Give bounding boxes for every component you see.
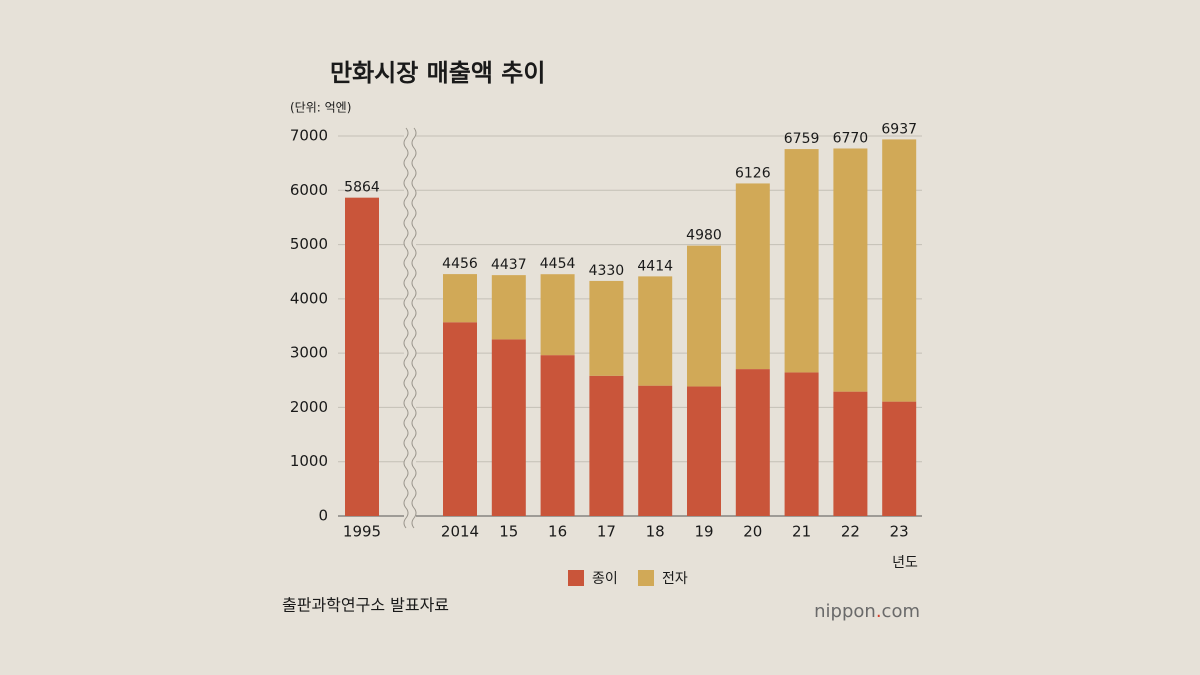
total-label: 6759 — [784, 131, 820, 147]
total-label: 4456 — [442, 256, 478, 272]
total-label: 6126 — [735, 165, 771, 181]
x-tick-label: 22 — [841, 523, 860, 541]
total-label: 4414 — [637, 258, 673, 274]
total-label: 5864 — [344, 180, 380, 196]
legend-swatch — [568, 570, 584, 586]
x-tick-label: 23 — [890, 523, 909, 541]
bar-segment — [638, 276, 673, 386]
axis-break — [411, 127, 417, 529]
y-tick-label: 6000 — [290, 181, 328, 199]
y-tick-label: 1000 — [290, 452, 328, 470]
y-tick-label: 3000 — [290, 344, 328, 362]
x-tick-label: 19 — [694, 523, 713, 541]
total-label: 6937 — [881, 121, 917, 137]
bar-segment — [735, 369, 770, 516]
x-tick-label: 16 — [548, 523, 567, 541]
bar-segment — [491, 339, 526, 516]
bar-segment — [784, 372, 819, 516]
logo: nippon.com — [814, 601, 920, 622]
bar-segment — [589, 280, 624, 376]
x-tick-label: 18 — [646, 523, 665, 541]
legend-label: 전자 — [662, 571, 688, 587]
y-tick-label: 2000 — [290, 398, 328, 416]
x-tick-label: 17 — [597, 523, 616, 541]
legend-swatch — [638, 570, 654, 586]
bar-segment — [638, 385, 673, 516]
y-tick-label: 4000 — [290, 289, 328, 307]
bar-segment — [735, 183, 770, 370]
total-label: 4330 — [589, 263, 625, 279]
x-tick-label: 2014 — [441, 523, 479, 541]
x-axis-label: 년도 — [892, 555, 918, 571]
bar-segment — [540, 274, 575, 356]
y-tick-label: 5000 — [290, 235, 328, 253]
total-label: 6770 — [833, 130, 869, 146]
bar-segment — [345, 197, 379, 516]
unit-label: (단위: 억엔) — [290, 101, 351, 115]
x-tick-label: 21 — [792, 523, 811, 541]
axis-break — [403, 127, 409, 529]
bar-segment — [491, 275, 526, 340]
bar-segment — [882, 139, 917, 402]
x-tick-label: 1995 — [343, 523, 381, 541]
bar-segment — [882, 401, 917, 516]
axis-break-gap — [404, 128, 416, 528]
bar-segment — [687, 386, 721, 516]
total-label: 4454 — [540, 256, 576, 272]
bar-segment — [540, 355, 575, 516]
bar-segment — [687, 245, 721, 387]
x-tick-label: 15 — [499, 523, 518, 541]
y-tick-label: 7000 — [290, 127, 328, 145]
x-tick-label: 20 — [743, 523, 762, 541]
total-label: 4437 — [491, 257, 527, 273]
bar-segment — [443, 274, 477, 323]
y-tick-label: 0 — [318, 507, 328, 525]
chart-title: 만화시장 매출액 추이 — [330, 59, 545, 87]
bar-segment — [589, 375, 624, 516]
source: 출판과학연구소 발표자료 — [282, 596, 449, 615]
total-label: 4980 — [686, 228, 722, 244]
legend-label: 종이 — [592, 571, 618, 587]
bar-segment — [833, 148, 868, 392]
bar-segment — [443, 322, 477, 516]
bar-segment — [833, 391, 868, 516]
bar-segment — [784, 149, 819, 373]
